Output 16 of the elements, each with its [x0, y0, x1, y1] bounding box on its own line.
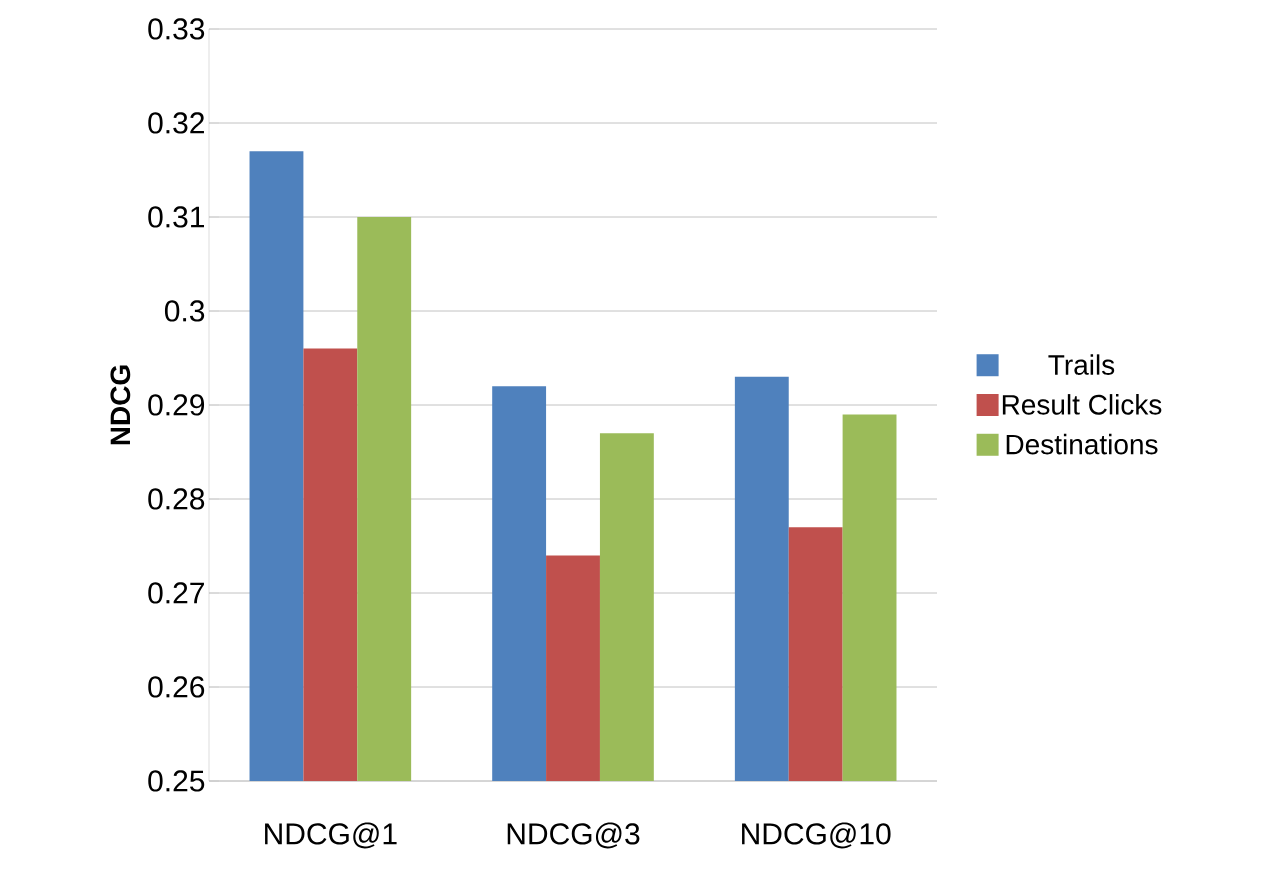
- legend-label: Result Clicks: [1002, 394, 1162, 415]
- y-axis-title: NDCG: [110, 365, 131, 445]
- y-tick-label: 0.29: [148, 394, 205, 416]
- y-tick-label: 0.26: [148, 676, 205, 698]
- y-tick-label: 0.33: [148, 18, 205, 40]
- y-tick-label: 0.28: [148, 488, 205, 510]
- x-tick-label: NDCG@3: [507, 822, 640, 849]
- y-tick-label: 0.31: [148, 206, 205, 228]
- y-tick-label: 0.3: [164, 300, 205, 322]
- y-tick-label: 0.32: [148, 112, 204, 134]
- y-tick-label: 0.25: [148, 770, 205, 792]
- y-tick-label: 0.27: [148, 582, 204, 604]
- x-tick-label: NDCG@1: [265, 822, 397, 849]
- x-tick-label: NDCG@10: [742, 822, 891, 849]
- legend-label: Destinations: [1006, 433, 1158, 455]
- legend-label: Trails: [1048, 354, 1115, 375]
